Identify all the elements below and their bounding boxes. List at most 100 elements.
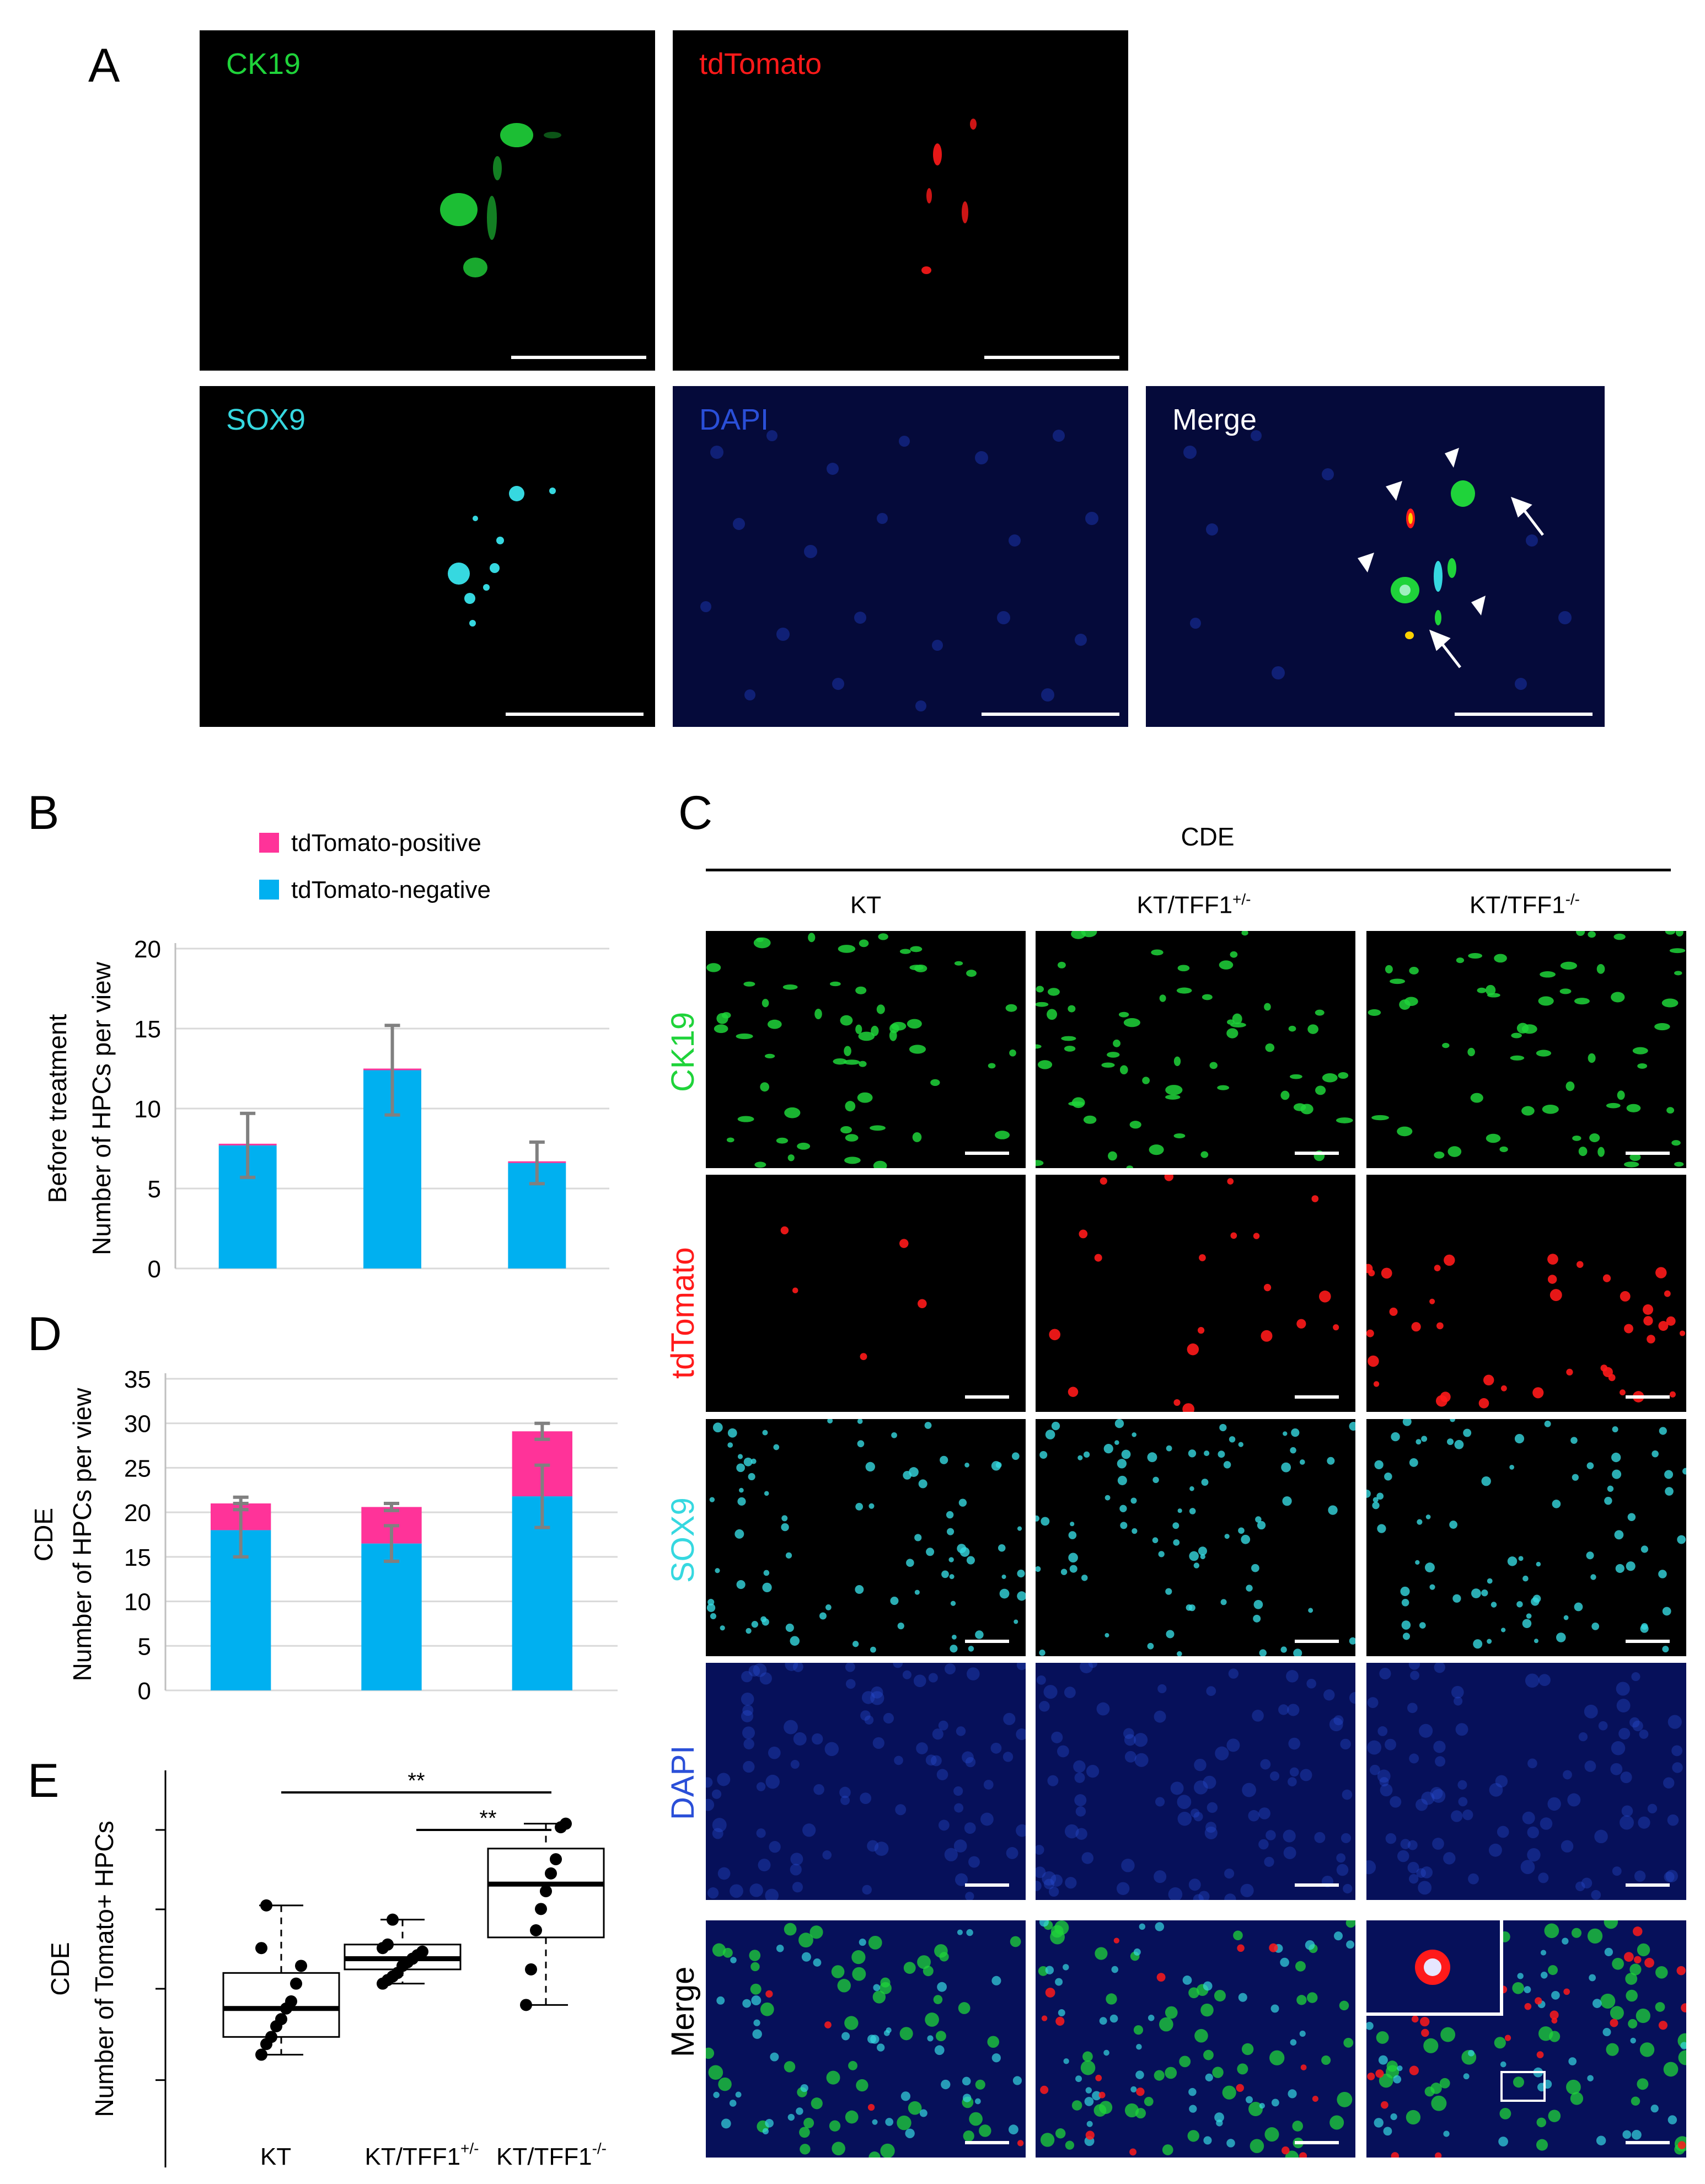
cell-signal: [1214, 2112, 1224, 2123]
cell-signal: [1678, 2050, 1686, 2065]
cell-signal: [1253, 1233, 1260, 1239]
cell-signal: [1250, 2139, 1264, 2153]
cell-signal: [748, 1665, 760, 1677]
cell-signal: [1340, 1738, 1351, 1750]
cell-signal: [918, 1299, 927, 1308]
cell-signal: [1679, 1330, 1686, 1336]
cell-signal: [1628, 2019, 1638, 2028]
cell-signal: [1315, 1085, 1326, 1095]
cell-signal: [968, 1646, 974, 1652]
cell-signal: [1012, 1452, 1020, 1460]
cell-signal: [1374, 1460, 1384, 1470]
cell-signal: [953, 1839, 967, 1853]
cell-signal: [855, 1585, 864, 1594]
cell-signal: [1253, 1599, 1263, 1609]
cell-signal: [1307, 1992, 1318, 2003]
cell-signal: [790, 1760, 800, 1769]
cell-signal: [1434, 1151, 1445, 1159]
panel-a-tdtomato-label: tdTomato: [699, 47, 822, 81]
cell-signal: [754, 1161, 766, 1168]
cell-signal: [1447, 1438, 1454, 1446]
cell-signal: [1367, 1740, 1382, 1755]
cell-signal: [808, 933, 816, 943]
cell-signal: [868, 1935, 882, 1950]
cell-signal: [953, 1786, 963, 1796]
cell-signal: [1269, 1943, 1278, 1952]
cell-signal: [1638, 1816, 1650, 1829]
cell-signal: [865, 1462, 875, 1472]
cell-signal: [1133, 2025, 1144, 2035]
cell-signal: [1132, 1528, 1138, 1534]
scale-bar: [1295, 1640, 1339, 1643]
cell-signal: [1280, 1090, 1290, 1100]
cell-signal: [840, 1126, 852, 1134]
cell-signal: [1057, 1745, 1069, 1758]
cell-signal: [1177, 1651, 1182, 1656]
arrowhead-icon: [1445, 448, 1459, 468]
cell-signal: [867, 2103, 875, 2111]
cell-signal: [1626, 1104, 1641, 1112]
y-tick-label: 10: [134, 1096, 161, 1123]
cell-signal: [962, 2094, 972, 2102]
y-tick-label: 30: [124, 1411, 151, 1438]
cell-signal: [1333, 1715, 1344, 1726]
cell-signal: [792, 1287, 798, 1294]
cell-signal: [1571, 1928, 1582, 1938]
cell-signal: [770, 2052, 779, 2062]
cell-signal: [751, 1621, 759, 1628]
cell-signal: [1327, 1457, 1335, 1465]
cell-signal: [1154, 1710, 1166, 1723]
cell-signal: [1218, 1450, 1225, 1458]
cell-signal: [736, 1580, 746, 1589]
cell-signal: [799, 2127, 810, 2138]
cell-signal: [1616, 1699, 1631, 1712]
microscopy-signal: [1366, 1254, 1686, 1409]
cell-signal: [1233, 1930, 1243, 1941]
cell-signal: [1391, 2152, 1400, 2158]
cell-signal: [1404, 997, 1418, 1006]
cell-signal: [1265, 1043, 1275, 1052]
cell-signal: [941, 2079, 951, 2090]
cell-signal: [1166, 1445, 1172, 1452]
cell-signal: [1544, 1923, 1559, 1939]
cell-signal: [1536, 1561, 1541, 1567]
panel-c-image-r1-c3: [1366, 931, 1686, 1168]
cell-signal: [825, 1604, 832, 1610]
cell-signal: [1419, 1622, 1426, 1629]
cell-signal: [1336, 1864, 1349, 1876]
cell-signal: [1193, 1780, 1208, 1795]
y-tick-label: 0: [148, 1256, 161, 1283]
cell-signal: [1289, 1074, 1302, 1079]
panel-c-image-r4-c3: [1366, 1663, 1686, 1900]
cell-signal: [1425, 1514, 1431, 1519]
cell-signal: [1468, 2049, 1475, 2057]
cell-signal: [1333, 1931, 1343, 1941]
panel-c-image-r1-c1: [706, 931, 1026, 1168]
cell-signal: [1238, 1442, 1243, 1447]
cell-signal: [750, 1458, 757, 1464]
cell-signal: [1385, 965, 1393, 973]
cell-signal: [864, 1715, 874, 1725]
cell-signal: [1432, 1838, 1444, 1850]
cell-signal: [1165, 1094, 1181, 1100]
cell-signal: [1216, 2119, 1223, 2127]
cell-signal: [1016, 1824, 1026, 1837]
cell-signal: [787, 2113, 795, 2121]
cell-signal: [1524, 2003, 1532, 2010]
cell-signal: [964, 1463, 969, 1468]
panel-b-letter: B: [28, 786, 60, 839]
cell-signal: [1017, 1591, 1026, 1601]
cell-signal: [926, 1548, 935, 1556]
cell-signal: [1376, 2031, 1389, 2044]
cell-signal: [1439, 2078, 1450, 2089]
scale-bar: [1626, 1395, 1670, 1399]
cell-signal: [1111, 1966, 1119, 1973]
cell-signal: [822, 1850, 832, 1860]
cell-signal: [1416, 1798, 1428, 1811]
cell-signal: [1664, 1871, 1675, 1882]
cell-signal: [1300, 1104, 1313, 1115]
cell-signal: [1402, 1419, 1412, 1426]
y-axis-outer-label: Before treatment: [43, 1014, 72, 1203]
y-tick-label: 10: [124, 1589, 151, 1616]
cell-signal: [1663, 1777, 1675, 1789]
